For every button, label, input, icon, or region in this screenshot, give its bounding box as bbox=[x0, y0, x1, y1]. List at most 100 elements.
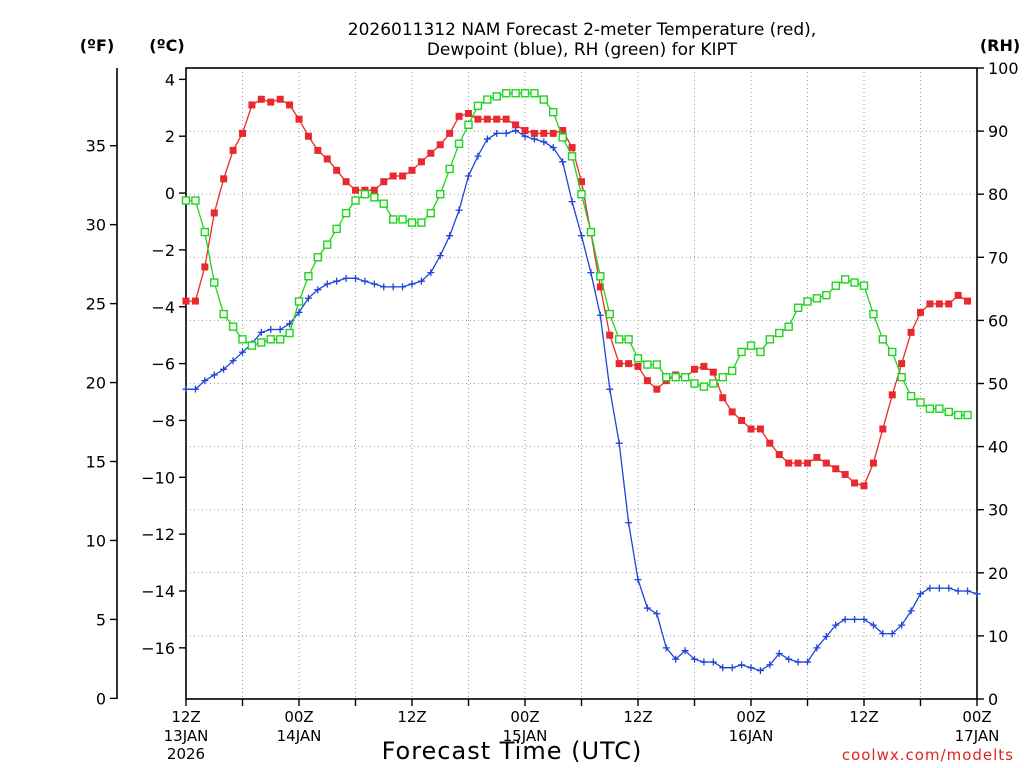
tick-labels: 420−2−4−6−8−10−12−14−1605101520253035010… bbox=[86, 59, 1019, 763]
data-point bbox=[596, 311, 604, 319]
celsius-tick-label: −10 bbox=[141, 468, 175, 487]
data-point bbox=[540, 138, 548, 146]
data-point bbox=[709, 379, 718, 388]
rh-tick-label: 0 bbox=[988, 690, 998, 709]
data-point bbox=[568, 198, 576, 206]
data-point bbox=[380, 178, 388, 186]
fahrenheit-tick-label: 30 bbox=[86, 216, 106, 235]
data-point bbox=[558, 133, 567, 142]
data-point bbox=[493, 129, 501, 137]
data-point bbox=[907, 328, 915, 336]
data-point bbox=[360, 189, 370, 199]
data-point bbox=[304, 294, 312, 302]
data-point bbox=[483, 135, 491, 143]
data-point bbox=[295, 115, 303, 123]
data-point bbox=[775, 451, 783, 459]
data-point bbox=[559, 158, 567, 166]
rh-tick-label: 60 bbox=[988, 311, 1008, 330]
x-tick-time-label: 12Z bbox=[397, 708, 426, 726]
data-point bbox=[822, 290, 831, 300]
data-point bbox=[963, 410, 972, 420]
data-point bbox=[228, 322, 238, 331]
data-point bbox=[220, 175, 228, 183]
data-point bbox=[445, 164, 454, 174]
data-point bbox=[323, 155, 331, 163]
data-point bbox=[964, 587, 972, 595]
data-point bbox=[540, 129, 548, 137]
series-line bbox=[186, 92, 968, 416]
data-point bbox=[813, 453, 821, 461]
data-point bbox=[945, 300, 953, 308]
data-point bbox=[267, 98, 275, 106]
data-point bbox=[502, 115, 510, 123]
data-point bbox=[520, 89, 530, 98]
x-tick-time-label: 12Z bbox=[623, 708, 652, 726]
data-point bbox=[408, 166, 416, 174]
data-point bbox=[220, 365, 228, 373]
x-tick-date-label: 14JAN bbox=[277, 727, 322, 745]
data-point bbox=[247, 341, 257, 350]
x-tick-date-label: 17JAN bbox=[955, 727, 1000, 745]
data-point bbox=[465, 172, 472, 180]
data-point bbox=[859, 281, 869, 290]
data-point bbox=[314, 286, 322, 294]
data-point bbox=[709, 368, 717, 376]
data-point bbox=[201, 263, 209, 271]
data-point bbox=[511, 89, 520, 98]
data-point bbox=[747, 664, 755, 672]
data-point bbox=[662, 372, 671, 382]
data-point bbox=[295, 308, 303, 316]
data-point bbox=[888, 347, 897, 357]
x-tick-date-label: 15JAN bbox=[503, 727, 548, 745]
data-point bbox=[898, 360, 906, 368]
data-point bbox=[473, 101, 483, 111]
data-point bbox=[568, 144, 576, 152]
data-point bbox=[483, 95, 492, 104]
data-point bbox=[596, 272, 605, 281]
data-point bbox=[427, 149, 435, 157]
data-point bbox=[446, 232, 454, 240]
data-point bbox=[567, 152, 577, 161]
data-point bbox=[851, 479, 859, 487]
data-point bbox=[407, 218, 417, 227]
data-point bbox=[945, 584, 953, 592]
data-point bbox=[803, 297, 812, 306]
data-point bbox=[219, 309, 228, 319]
celsius-tick-label: −2 bbox=[151, 241, 175, 260]
data-point bbox=[455, 206, 463, 214]
data-series bbox=[181, 89, 981, 675]
data-point bbox=[775, 328, 784, 338]
data-point bbox=[840, 275, 850, 284]
data-point bbox=[917, 590, 924, 598]
data-point bbox=[605, 309, 614, 319]
data-point bbox=[474, 115, 482, 123]
data-point bbox=[549, 107, 558, 117]
data-point bbox=[276, 325, 284, 333]
data-point bbox=[888, 630, 896, 638]
data-point bbox=[182, 297, 190, 305]
data-point bbox=[606, 331, 614, 339]
data-point bbox=[332, 224, 341, 234]
data-point bbox=[436, 141, 444, 149]
data-point bbox=[633, 354, 643, 363]
data-point bbox=[181, 196, 191, 205]
data-point bbox=[898, 621, 906, 629]
data-point bbox=[257, 338, 266, 347]
rh-tick-label: 70 bbox=[988, 248, 1008, 267]
data-point bbox=[680, 372, 690, 382]
data-point bbox=[191, 385, 199, 393]
data-point bbox=[191, 297, 199, 305]
grid-lines bbox=[186, 68, 977, 699]
data-point bbox=[672, 655, 680, 663]
data-point bbox=[238, 335, 247, 344]
data-point bbox=[578, 178, 585, 186]
data-point bbox=[926, 300, 934, 308]
x-tick-time-label: 12Z bbox=[171, 708, 200, 726]
data-point bbox=[314, 146, 322, 154]
data-point bbox=[813, 644, 821, 652]
fahrenheit-tick-label: 15 bbox=[86, 453, 106, 472]
data-point bbox=[323, 280, 331, 288]
celsius-tick-label: 4 bbox=[165, 70, 175, 89]
data-point bbox=[210, 371, 218, 379]
